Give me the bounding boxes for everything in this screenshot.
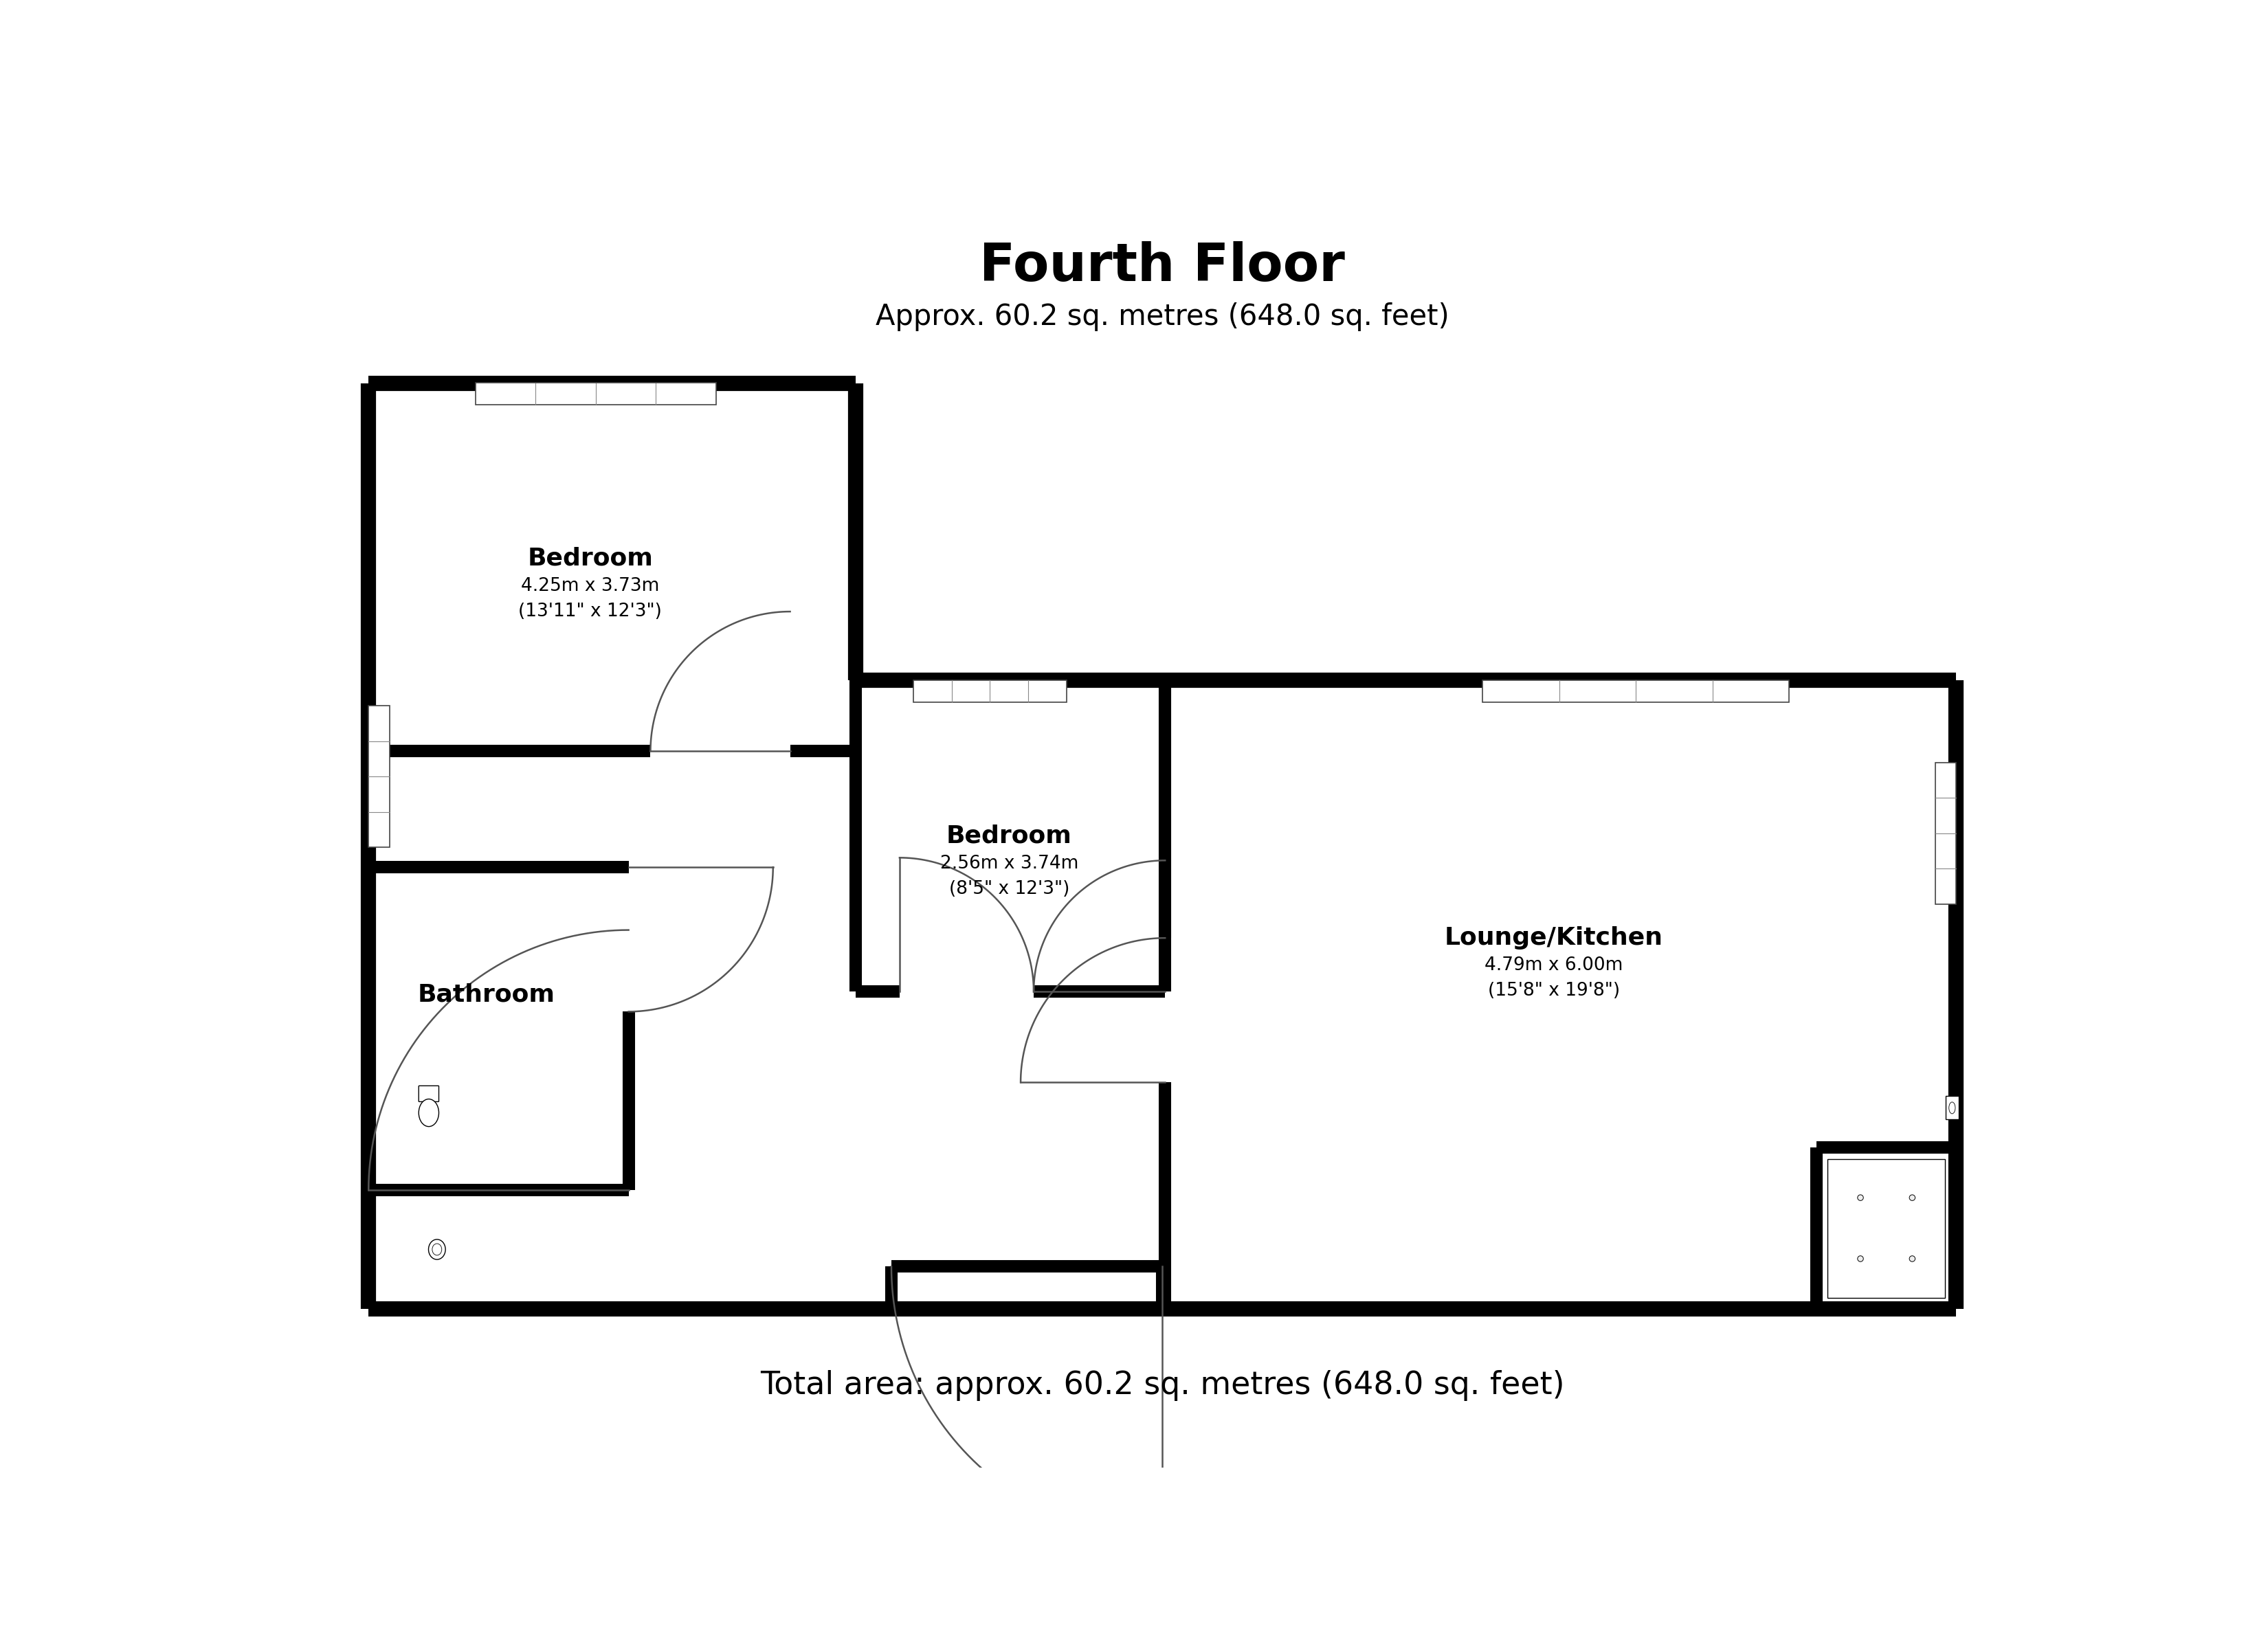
Text: Fourth Floor: Fourth Floor bbox=[980, 241, 1345, 292]
Text: (13'11" x 12'3"): (13'11" x 12'3") bbox=[519, 602, 662, 620]
Circle shape bbox=[1910, 1196, 1914, 1200]
Bar bbox=[1935, 762, 1955, 904]
Text: Bedroom: Bedroom bbox=[946, 824, 1073, 848]
Bar bbox=[476, 383, 717, 404]
FancyBboxPatch shape bbox=[420, 1085, 438, 1102]
Text: Bedroom: Bedroom bbox=[528, 547, 653, 571]
Circle shape bbox=[1910, 1257, 1914, 1261]
Text: Approx. 60.2 sq. metres (648.0 sq. feet): Approx. 60.2 sq. metres (648.0 sq. feet) bbox=[875, 302, 1449, 331]
Text: Bathroom: Bathroom bbox=[417, 983, 556, 1006]
Circle shape bbox=[1857, 1257, 1864, 1261]
Ellipse shape bbox=[433, 1243, 442, 1255]
Ellipse shape bbox=[1948, 1102, 1955, 1113]
Text: 4.25m x 3.73m: 4.25m x 3.73m bbox=[522, 577, 660, 595]
Bar bbox=[1946, 1097, 1960, 1120]
Circle shape bbox=[1857, 1196, 1864, 1200]
Ellipse shape bbox=[420, 1098, 438, 1126]
Bar bbox=[367, 706, 390, 848]
Bar bbox=[1828, 1159, 1946, 1298]
Bar bbox=[1483, 681, 1789, 702]
Ellipse shape bbox=[429, 1240, 445, 1260]
Text: 4.79m x 6.00m: 4.79m x 6.00m bbox=[1486, 956, 1624, 975]
Text: 2.56m x 3.74m: 2.56m x 3.74m bbox=[939, 854, 1077, 872]
Text: (15'8" x 19'8"): (15'8" x 19'8") bbox=[1488, 981, 1619, 999]
Text: Total area: approx. 60.2 sq. metres (648.0 sq. feet): Total area: approx. 60.2 sq. metres (648… bbox=[760, 1370, 1565, 1402]
Text: (8'5" x 12'3"): (8'5" x 12'3") bbox=[948, 881, 1068, 899]
Bar bbox=[914, 681, 1066, 702]
Text: Lounge/Kitchen: Lounge/Kitchen bbox=[1445, 927, 1662, 950]
